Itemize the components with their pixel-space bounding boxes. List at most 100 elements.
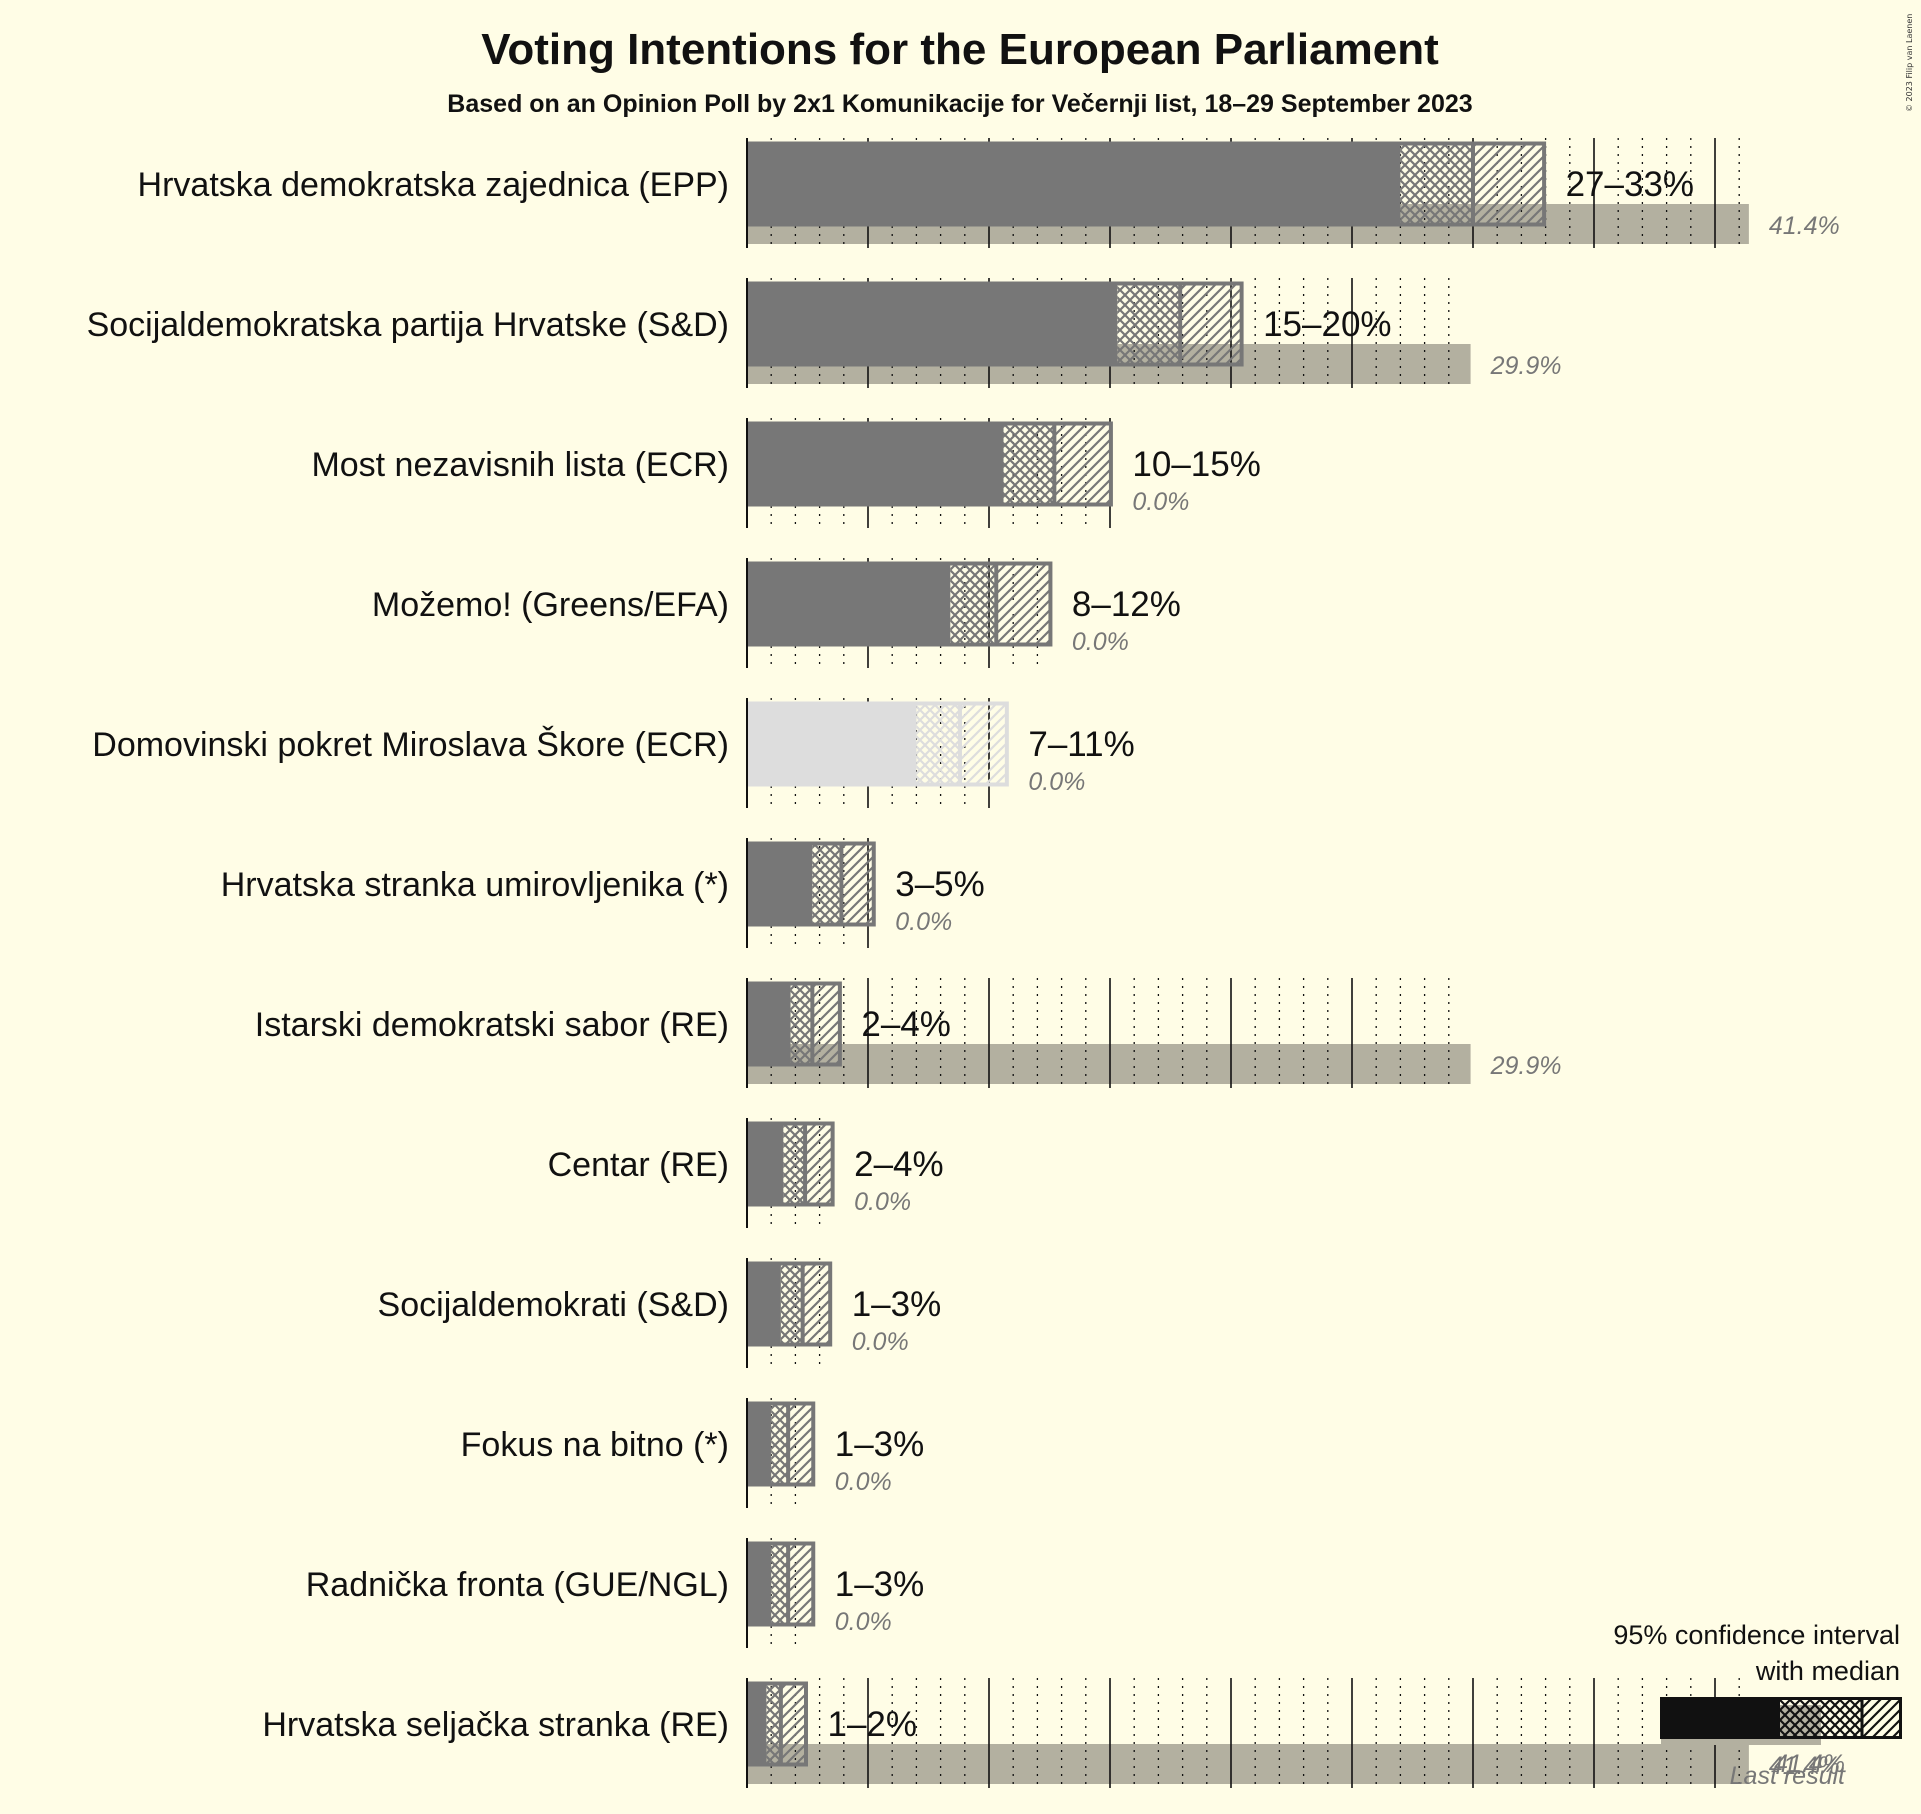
party-row: Most nezavisnih lista (ECR) 10–15% 0.0%	[311, 418, 1261, 528]
ci-outline	[746, 1261, 833, 1347]
party-row: Istarski demokratski sabor (RE) 2–4% 29.9%	[255, 978, 1562, 1088]
legend-title-line1: 95% confidence interval	[1613, 1620, 1900, 1650]
ci-upper-hatch	[780, 1682, 808, 1766]
range-label: 2–4%	[854, 1145, 944, 1184]
last-result-label: 41.4%	[1769, 1752, 1840, 1780]
party-name: Radnička fronta (GUE/NGL)	[306, 1566, 729, 1604]
ci-solid-bar	[747, 982, 791, 1066]
ci-solid-bar	[747, 282, 1118, 366]
range-label: 8–12%	[1072, 585, 1181, 624]
ci-solid-bar	[747, 1682, 767, 1766]
ci-solid-bar	[747, 422, 1004, 506]
party-row: Domovinski pokret Miroslava Škore (ECR) 7…	[92, 698, 1135, 808]
legend-lower-hatch	[1780, 1697, 1862, 1739]
ci-lower-hatch	[916, 702, 960, 786]
ci-outline	[746, 141, 1547, 227]
party-name: Hrvatska demokratska zajednica (EPP)	[138, 166, 729, 204]
range-label: 1–3%	[852, 1285, 942, 1324]
party-name: Hrvatska stranka umirovljenika (*)	[221, 866, 729, 904]
ci-outline	[746, 1401, 816, 1487]
ci-upper-hatch	[788, 1542, 815, 1626]
legend: 95% confidence interval with median Last r…	[1613, 1620, 1902, 1790]
ci-lower-hatch	[771, 1542, 789, 1626]
last-result-label: 0.0%	[895, 908, 952, 936]
ci-upper-hatch	[805, 1122, 835, 1206]
range-label: 1–3%	[835, 1425, 925, 1464]
ci-lower-hatch	[771, 1402, 789, 1486]
chart-subtitle: Based on an Opinion Poll by 2x1 Komunika…	[447, 90, 1472, 118]
party-name: Možemo! (Greens/EFA)	[372, 586, 729, 624]
party-row: Hrvatska stranka umirovljenika (*) 3–5% 0.…	[221, 838, 985, 948]
ci-solid-bar	[747, 1262, 781, 1346]
ci-lower-hatch	[780, 1262, 803, 1346]
ci-lower-hatch	[1117, 282, 1181, 366]
ci-solid-bar	[747, 562, 951, 646]
ci-upper-hatch	[841, 842, 876, 926]
ci-outline	[746, 281, 1244, 367]
ci-outline	[746, 701, 1009, 787]
last-result-label: 41.4%	[1769, 212, 1840, 240]
ci-solid-bar	[747, 1402, 772, 1486]
party-row: Centar (RE) 2–4% 0.0%	[548, 1118, 944, 1228]
last-result-bar	[747, 1744, 1749, 1784]
last-result-label: 29.9%	[1490, 1052, 1562, 1080]
legend-upper-hatch	[1862, 1697, 1902, 1739]
ci-lower-hatch	[766, 1682, 781, 1766]
party-name: Fokus na bitno (*)	[461, 1426, 729, 1464]
range-label: 27–33%	[1566, 165, 1694, 204]
last-result-label: 0.0%	[835, 1608, 892, 1636]
ci-lower-hatch	[783, 1122, 806, 1206]
party-name: Centar (RE)	[548, 1146, 729, 1184]
legend-last-result-value: 41.4%	[1774, 1750, 1845, 1778]
ci-solid-bar	[747, 702, 917, 786]
party-row: Hrvatska seljačka stranka (RE) 1–2% 41.4%	[262, 1678, 1840, 1788]
party-row: Možemo! (Greens/EFA) 8–12% 0.0%	[372, 558, 1181, 668]
range-label: 7–11%	[1028, 725, 1134, 764]
party-rows: Hrvatska demokratska zajednica (EPP) 27–3…	[87, 138, 1840, 1788]
ci-outline	[746, 1541, 816, 1627]
last-result-label: 0.0%	[835, 1468, 892, 1496]
copyright-notice: © 2023 Filip van Laenen	[1905, 14, 1914, 112]
ci-upper-hatch	[1180, 282, 1244, 366]
range-label: 10–15%	[1132, 445, 1260, 484]
party-row: Socijaldemokrati (S&D) 1–3% 0.0%	[378, 1258, 942, 1368]
last-result-label: 0.0%	[1072, 628, 1129, 656]
ci-lower-hatch	[1003, 422, 1055, 506]
ci-lower-hatch	[950, 562, 997, 646]
last-result-label: 0.0%	[1028, 768, 1085, 796]
ci-outline	[746, 981, 842, 1067]
ci-outline	[746, 841, 876, 927]
party-name: Domovinski pokret Miroslava Škore (ECR)	[92, 726, 729, 764]
ci-outline	[746, 561, 1053, 647]
range-label: 3–5%	[895, 865, 985, 904]
party-name: Istarski demokratski sabor (RE)	[255, 1006, 729, 1044]
legend-outline	[1660, 1697, 1902, 1739]
ci-lower-hatch	[1400, 142, 1473, 226]
ci-lower-hatch	[812, 842, 842, 926]
ci-solid-bar	[747, 1122, 784, 1206]
party-name: Socijaldemokratska partija Hrvatske (S&D…	[87, 306, 729, 344]
range-label: 1–3%	[835, 1565, 925, 1604]
range-label: 15–20%	[1263, 305, 1391, 344]
ci-upper-hatch	[802, 1262, 832, 1346]
ci-outline	[746, 1681, 808, 1767]
ci-outline	[746, 421, 1113, 507]
party-name: Most nezavisnih lista (ECR)	[311, 446, 729, 484]
ci-upper-hatch	[996, 562, 1052, 646]
ci-solid-bar	[747, 1542, 772, 1626]
legend-solid-bar	[1660, 1697, 1780, 1739]
last-result-label: 0.0%	[854, 1188, 911, 1216]
party-row: Socijaldemokratska partija Hrvatske (S&D…	[87, 278, 1562, 388]
ci-upper-hatch	[788, 1402, 815, 1486]
last-result-label: 29.9%	[1490, 352, 1562, 380]
legend-title-line2: with median	[1755, 1656, 1900, 1686]
legend-last-result-label: Last result	[1730, 1762, 1846, 1790]
ci-solid-bar	[747, 842, 813, 926]
party-name: Hrvatska seljačka stranka (RE)	[262, 1706, 729, 1744]
last-result-label: 0.0%	[852, 1328, 909, 1356]
party-row: Radnička fronta (GUE/NGL) 1–3% 0.0%	[306, 1538, 925, 1648]
ci-upper-hatch	[812, 982, 842, 1066]
chart-title: Voting Intentions for the European Parli…	[481, 25, 1439, 74]
range-label: 2–4%	[861, 1005, 951, 1044]
